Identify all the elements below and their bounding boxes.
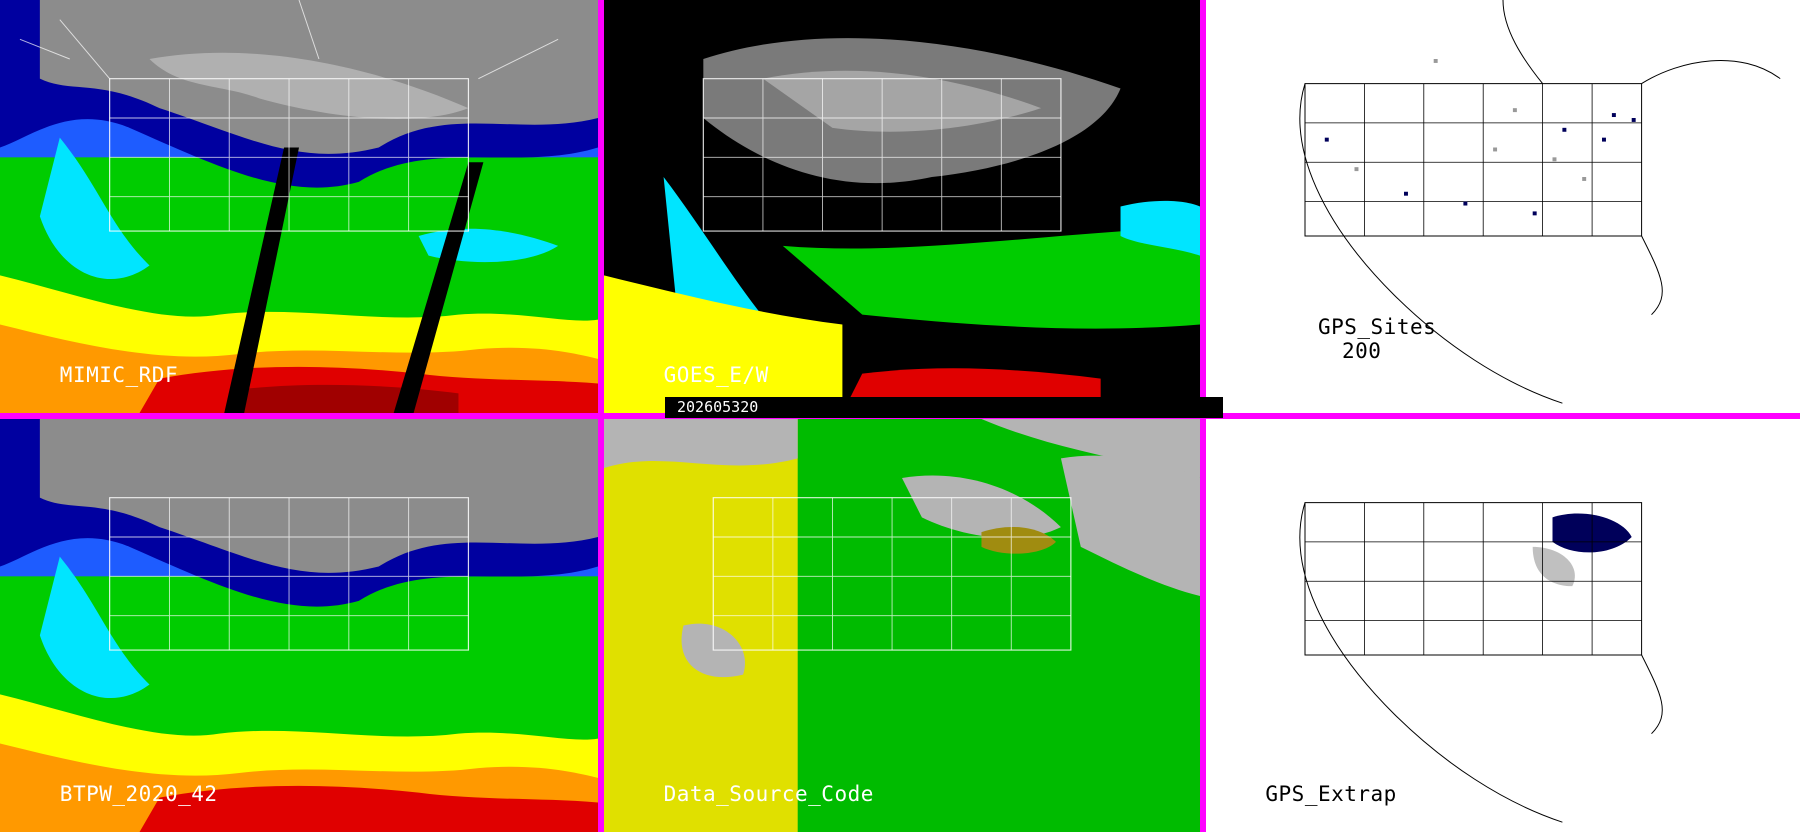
- panel-label-mimic: MIMIC_RDF: [59, 363, 179, 387]
- panel-label-source: Data_Source_Code: [663, 782, 874, 806]
- gps-extrap-map: [1206, 419, 1800, 832]
- panel-goes-ew: GOES_E/W: [604, 0, 1200, 413]
- gps-sites-count: 200: [1341, 339, 1382, 363]
- panel-gps-sites: GPS_Sites 200: [1206, 0, 1800, 413]
- timestamp: 202605320: [677, 398, 759, 416]
- panel-mimic-rdf: MIMIC_RDF: [0, 0, 598, 413]
- panel-label-goes: GOES_E/W: [663, 363, 769, 387]
- panel-gps-extrap: GPS_Extrap: [1206, 419, 1800, 832]
- pw-map-btpw: [0, 419, 598, 832]
- panel-data-source-code: Data_Source_Code: [604, 419, 1200, 832]
- gps-sites-map: [1206, 0, 1800, 413]
- source-code-map: [604, 419, 1200, 832]
- gps-sites-label: GPS_Sites: [1317, 315, 1437, 339]
- panel-label-gps-sites: GPS_Sites 200: [1265, 291, 1436, 387]
- panel-btpw: BTPW_2020_42: [0, 419, 598, 832]
- timestamp-bar: 202605320: [665, 397, 1223, 418]
- pw-map-goes: [604, 0, 1200, 413]
- pw-map-mimic: [0, 0, 598, 413]
- panel-label-btpw: BTPW_2020_42: [59, 782, 218, 806]
- panel-label-gps-extrap: GPS_Extrap: [1265, 782, 1397, 806]
